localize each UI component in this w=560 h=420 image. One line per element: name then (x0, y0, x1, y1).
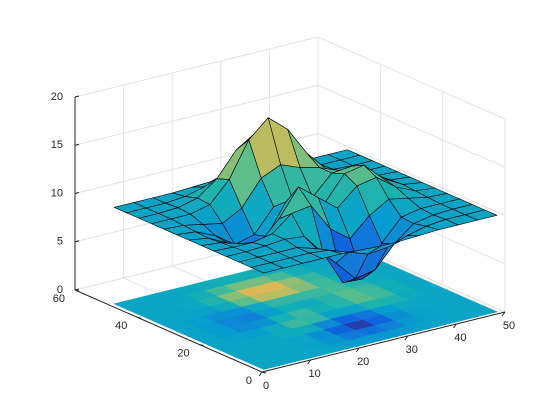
y-tick (261, 371, 267, 374)
x-tick-label: 50 (503, 320, 515, 332)
y-tick (199, 344, 204, 347)
x-tick-label: 10 (308, 368, 320, 380)
z-tick (74, 240, 80, 243)
x-tick-label: 40 (454, 332, 466, 344)
surface-cell (250, 262, 284, 274)
grid-line (74, 84, 319, 146)
z-tick-label: 20 (51, 91, 63, 103)
x-tick-label: 30 (406, 344, 418, 356)
x-axis (261, 311, 506, 373)
x-tick-label: 0 (263, 380, 269, 392)
grid-line (317, 84, 506, 168)
x-tick (355, 347, 360, 353)
grid-line (317, 36, 506, 120)
z-tick-label: 10 (51, 187, 63, 199)
y-tick (137, 316, 142, 319)
y-tick-label: 0 (246, 375, 252, 387)
x-tick (307, 359, 312, 365)
x-tick (501, 311, 506, 317)
y-tick-label: 40 (115, 320, 127, 332)
x-tick (404, 335, 409, 341)
z-tick-label: 5 (57, 236, 63, 248)
z-tick (74, 143, 80, 146)
z-tick (74, 95, 80, 98)
x-tick-label: 20 (357, 356, 369, 368)
z-tick (74, 192, 80, 194)
y-axis (74, 289, 263, 373)
y-tick-label: 60 (53, 293, 65, 305)
x-tick (258, 371, 263, 377)
x-tick (452, 323, 457, 329)
z-tick (74, 288, 80, 291)
y-tick-label: 20 (177, 348, 189, 360)
z-tick-label: 15 (51, 139, 63, 151)
z-tick-label: 0 (57, 284, 63, 296)
grid-line (74, 36, 319, 98)
grid-line (317, 133, 506, 216)
